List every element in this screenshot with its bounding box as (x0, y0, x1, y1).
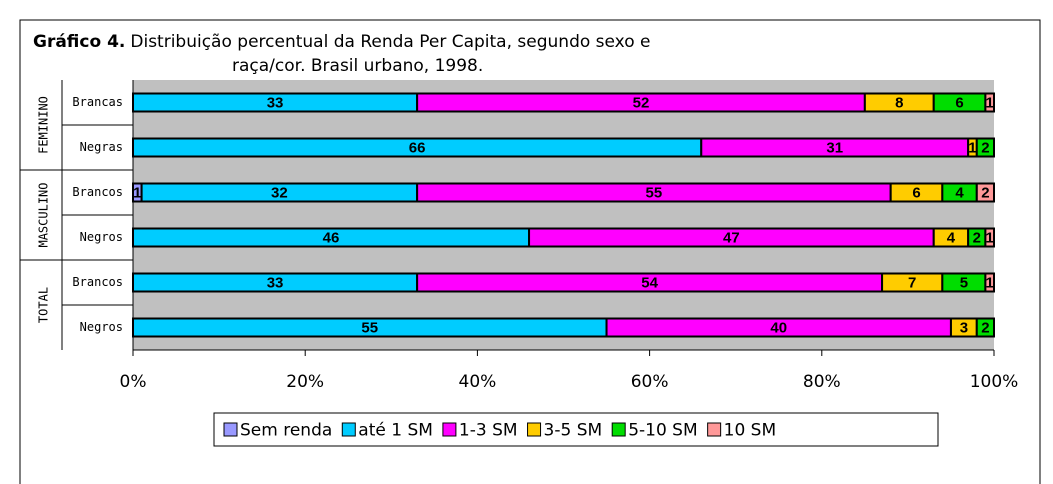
x-tick-label: 100% (970, 372, 1019, 392)
value-label: 7 (908, 274, 916, 291)
legend-label: 3-5 SM (544, 421, 603, 441)
value-label: 47 (723, 229, 740, 246)
value-label: 1 (986, 274, 994, 291)
legend-label: 5-10 SM (628, 421, 697, 441)
group-label: FEMININO (37, 96, 51, 154)
x-tick-label: 40% (459, 372, 497, 392)
value-label: 55 (646, 184, 663, 201)
legend-swatch (341, 422, 356, 437)
y-tick-label: Negros (80, 230, 123, 244)
x-tick-label: 80% (803, 372, 841, 392)
value-label: 4 (955, 184, 964, 201)
y-tick-label: Negras (80, 140, 123, 154)
legend-swatch (611, 422, 626, 437)
y-tick-label: Brancos (72, 275, 123, 289)
value-label: 2 (981, 184, 989, 201)
title-line: raça/cor. Brasil urbano, 1998. (232, 56, 483, 76)
value-label: 2 (973, 229, 981, 246)
legend-label: até 1 SM (358, 421, 433, 441)
value-label: 33 (267, 94, 284, 111)
value-label: 55 (361, 319, 378, 336)
value-label: 1 (986, 229, 994, 246)
plot-area (133, 80, 994, 350)
value-label: 33 (267, 274, 284, 291)
bar-segment (984, 92, 996, 113)
bar-segment (984, 227, 996, 248)
bar-segment (975, 317, 996, 338)
chart-title: Gráfico 4. Distribuição percentual da Ren… (33, 32, 650, 52)
value-label: 2 (981, 139, 989, 156)
legend-swatch (707, 422, 722, 437)
group-label: MASCULINO (37, 182, 51, 247)
x-tick-label: 60% (631, 372, 669, 392)
y-tick-label: Negros (80, 320, 123, 334)
bar-segment (984, 272, 996, 293)
bar-segment (975, 182, 996, 203)
value-label: 31 (826, 139, 843, 156)
legend-items: Sem renda até 1 SM 1-3 SM 3-5 SM 5-10 SM 10 S… (223, 421, 777, 441)
value-label: 8 (895, 94, 903, 111)
legend (213, 412, 939, 447)
legend-label: 10 SM (724, 421, 777, 441)
legend-label: 1-3 SM (459, 421, 518, 441)
bar-segment (975, 137, 996, 158)
legend-swatch (223, 422, 238, 437)
value-label: 6 (912, 184, 920, 201)
value-label: 4 (947, 229, 956, 246)
y-tick-label: Brancos (72, 185, 123, 199)
value-label: 32 (271, 184, 288, 201)
group-label: TOTAL (37, 287, 51, 323)
value-label: 2 (981, 319, 989, 336)
value-label: 3 (960, 319, 968, 336)
value-label: 1 (133, 184, 141, 201)
title-line: Distribuição percentual da Renda Per Cap… (130, 32, 650, 52)
value-label: 1 (968, 139, 976, 156)
legend-swatch (442, 422, 457, 437)
value-label: 54 (641, 274, 658, 291)
value-label: 5 (960, 274, 968, 291)
title-bold: Gráfico 4. (33, 32, 125, 52)
legend-label: Sem renda (240, 421, 332, 441)
value-label: 40 (770, 319, 787, 336)
x-tick-label: 20% (286, 372, 324, 392)
y-tick-label: Brancas (72, 95, 123, 109)
value-label: 52 (633, 94, 650, 111)
value-label: 46 (323, 229, 340, 246)
value-label: 6 (955, 94, 963, 111)
frame (19, 19, 1041, 484)
value-label: 1 (986, 94, 994, 111)
legend-swatch (527, 422, 542, 437)
value-label: 66 (409, 139, 426, 156)
x-tick-label: 0% (120, 372, 147, 392)
